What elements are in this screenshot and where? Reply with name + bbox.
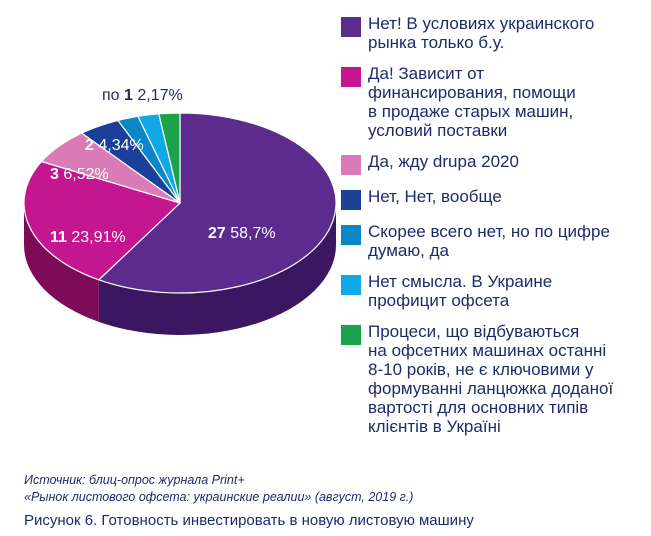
legend-swatch-3 <box>341 190 361 210</box>
legend-text-6: Процеси, що відбуваються на офсетних маш… <box>368 322 614 436</box>
pie-slice-1 <box>23 160 181 281</box>
source-note: Источник: блиц-опрос журнала Print+ «Рын… <box>24 472 644 506</box>
legend-text-4: Скорее всего нет, но по цифре думаю, да <box>368 222 610 260</box>
pie-tops <box>23 112 337 294</box>
pie-sides <box>24 203 336 336</box>
group-label: по 1 2,17% <box>102 87 183 104</box>
figure-caption: Рисунок 6. Готовность инвестировать в но… <box>24 512 474 529</box>
source-line-2: «Рынок листового офсета: украинские реал… <box>24 490 414 504</box>
legend-item-4: Скорее всего нет, но по цифре думаю, да <box>341 222 649 260</box>
legend-text-5: Нет смысла. В Украине профицит офсета <box>368 272 553 310</box>
legend-swatch-4 <box>341 225 361 245</box>
slice-count-3: 2 <box>85 137 94 154</box>
legend-item-2: Да, жду drupa 2020 <box>341 152 649 175</box>
pie-labels: 27 58,7% 11 23,91% 3 6,52% 2 4,34% по 1 2,17… <box>50 87 276 246</box>
legend-item-6: Процеси, що відбуваються на офсетних маш… <box>341 322 649 436</box>
pie-slice-6 <box>158 112 181 204</box>
legend-item-0: Нет! В условиях украинского рынка только… <box>341 14 649 52</box>
pie-side-0 <box>98 203 336 336</box>
legend-item-3: Нет, Нет, вообще <box>341 187 649 210</box>
slice-label-0: 27 58,7% <box>208 225 276 242</box>
slice-label-3: 2 4,34% <box>85 137 144 154</box>
legend-swatch-6 <box>341 325 361 345</box>
legend-text-1: Да! Зависит от финансирования, помощи в … <box>368 64 576 140</box>
slice-count-1: 11 <box>50 229 67 246</box>
legend-swatch-1 <box>341 67 361 87</box>
legend-item-1: Да! Зависит от финансирования, помощи в … <box>341 64 649 140</box>
slice-percent-3: 4,34% <box>94 137 144 154</box>
legend-item-5: Нет смысла. В Украине профицит офсета <box>341 272 649 310</box>
pie-side-1 <box>24 203 99 322</box>
source-line-1: Источник: блиц-опрос журнала Print+ <box>24 473 245 487</box>
group-label-prefix: по <box>102 87 124 104</box>
slice-count-2: 3 <box>50 166 59 183</box>
legend-swatch-5 <box>341 275 361 295</box>
legend-text-0: Нет! В условиях украинского рынка только… <box>368 14 595 52</box>
slice-percent-1: 23,91% <box>67 229 126 246</box>
slice-label-1: 11 23,91% <box>50 229 126 246</box>
group-label-percent: 2,17% <box>133 87 183 104</box>
legend-text-3: Нет, Нет, вообще <box>368 187 502 206</box>
legend-text-2: Да, жду drupa 2020 <box>368 152 519 171</box>
group-label-count: 1 <box>124 87 133 104</box>
pie-slice-0 <box>98 112 337 294</box>
slice-percent-2: 6,52% <box>59 166 109 183</box>
legend-swatch-2 <box>341 155 361 175</box>
slice-percent-0: 58,7% <box>226 225 276 242</box>
slice-label-2: 3 6,52% <box>50 166 109 183</box>
legend: Нет! В условиях украинского рынка только… <box>341 14 649 448</box>
pie-chart: 27 58,7% 11 23,91% 3 6,52% 2 4,34% по 1 2,17… <box>23 87 337 336</box>
slice-count-0: 27 <box>208 225 226 242</box>
legend-swatch-0 <box>341 17 361 37</box>
